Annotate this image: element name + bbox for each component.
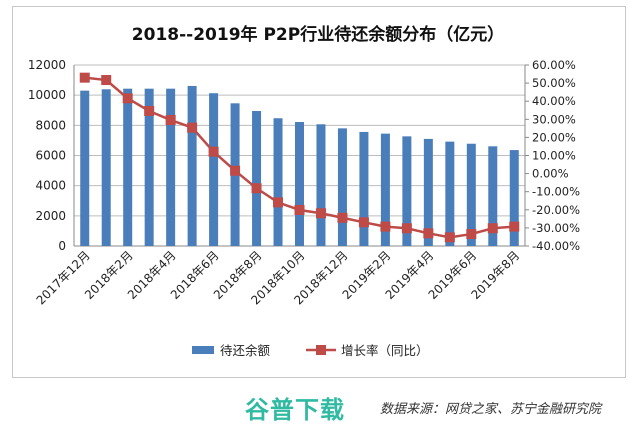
growth-marker xyxy=(315,208,326,219)
bar xyxy=(316,124,326,246)
growth-marker xyxy=(401,223,412,234)
bar xyxy=(337,128,347,246)
growth-marker xyxy=(509,221,520,232)
y-left-tick-label: 8000 xyxy=(35,118,66,132)
bar xyxy=(295,122,304,246)
growth-marker xyxy=(230,165,241,176)
bar xyxy=(273,118,283,246)
y-right-tick-label: -20.00% xyxy=(532,203,580,217)
y-right-tick-label: -10.00% xyxy=(532,185,580,199)
bar xyxy=(488,146,498,246)
legend-bar-swatch xyxy=(192,346,214,354)
watermark-logo: 谷普下载 xyxy=(245,396,345,424)
growth-marker xyxy=(144,105,155,116)
y-left-tick-label: 10000 xyxy=(28,88,66,102)
bar xyxy=(509,150,519,246)
y-right-tick-label: 50.00% xyxy=(532,76,576,90)
y-right-tick-label: 0.00% xyxy=(532,167,569,181)
y-right-tick-label: -30.00% xyxy=(532,221,580,235)
growth-marker xyxy=(358,217,369,228)
y-left-tick-label: 12000 xyxy=(28,58,66,72)
growth-marker xyxy=(444,232,455,243)
legend-line-label: 增长率（同比） xyxy=(341,343,429,358)
y-right-tick-label: 40.00% xyxy=(532,94,576,108)
bar xyxy=(402,136,412,246)
bar xyxy=(144,88,154,246)
growth-marker xyxy=(380,221,391,232)
bar xyxy=(187,85,197,246)
legend-line-marker xyxy=(316,345,326,355)
growth-marker xyxy=(423,228,434,239)
y-left-tick-label: 4000 xyxy=(35,179,66,193)
growth-marker xyxy=(487,223,498,234)
bar xyxy=(445,141,455,246)
legend-bar-label: 待还余额 xyxy=(220,343,271,358)
growth-marker xyxy=(165,115,176,126)
growth-marker xyxy=(251,183,262,194)
bar xyxy=(80,90,90,247)
growth-marker xyxy=(187,122,198,133)
y-left-tick-label: 0 xyxy=(58,239,66,253)
source-note: 数据来源：网贷之家、苏宁金融研究院 xyxy=(380,402,602,417)
chart-title: 2018--2019年 P2P行业待还余额分布（亿元） xyxy=(131,25,505,45)
growth-marker xyxy=(273,197,284,208)
bar xyxy=(359,131,369,246)
y-right-tick-label: 10.00% xyxy=(532,149,576,163)
y-left-tick-label: 6000 xyxy=(35,149,66,163)
bar xyxy=(466,143,476,246)
bar xyxy=(380,133,390,246)
y-right-tick-label: 30.00% xyxy=(532,112,576,126)
y-right-tick-label: 20.00% xyxy=(532,130,576,144)
bar xyxy=(123,88,133,246)
bar xyxy=(101,89,111,246)
growth-marker xyxy=(337,212,348,223)
growth-marker xyxy=(122,93,133,104)
bar xyxy=(252,111,262,246)
bar xyxy=(209,93,219,246)
bar xyxy=(423,138,433,246)
bar xyxy=(166,88,176,246)
x-tick-label: 2017年12月 xyxy=(34,248,93,307)
y-left-tick-label: 2000 xyxy=(35,209,66,223)
growth-marker xyxy=(208,146,219,157)
growth-marker xyxy=(466,229,477,240)
growth-marker xyxy=(79,72,90,83)
chart-frame xyxy=(12,6,626,378)
y-right-tick-label: 60.00% xyxy=(532,58,576,72)
y-right-tick-label: -40.00% xyxy=(532,239,580,253)
growth-marker xyxy=(294,204,305,215)
growth-marker xyxy=(101,75,112,86)
